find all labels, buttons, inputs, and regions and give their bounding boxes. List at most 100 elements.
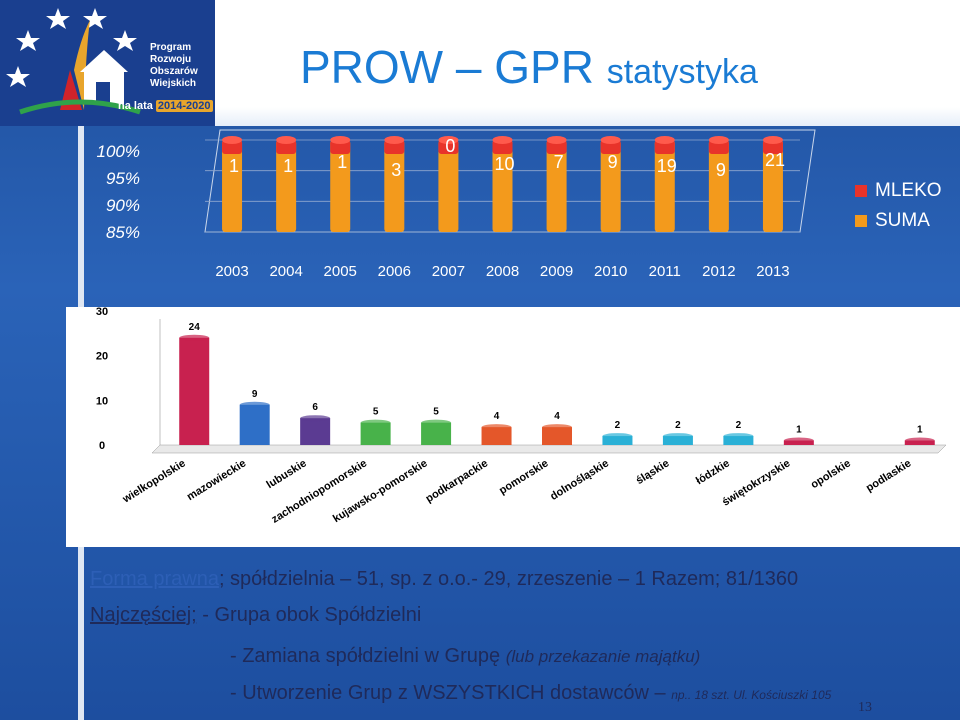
chart1-bar-suma — [384, 140, 405, 232]
chart2-bar — [602, 436, 633, 445]
chart2-data-label: 4 — [554, 411, 560, 422]
chart1-xtick: 2008 — [486, 263, 519, 280]
chart1-xtick: 2004 — [269, 263, 302, 280]
chart1-bar-mleko — [330, 140, 351, 154]
chart1-bar-suma — [492, 140, 513, 232]
chart2-bar — [360, 422, 391, 445]
chart2-ytick: 10 — [96, 395, 108, 407]
chart1-xtick: 2011 — [649, 263, 681, 280]
chart1-xtick: 2003 — [215, 263, 248, 280]
chart1-bar-top — [384, 136, 405, 144]
chart1-ytick: 90% — [106, 196, 140, 215]
chart1-bar-top — [222, 136, 243, 144]
chart2-bar — [662, 436, 693, 445]
chart1-bar-top — [492, 136, 513, 144]
chart2-bar-top — [542, 424, 572, 431]
chart1-bar-suma — [762, 140, 783, 232]
chart2-bar-top — [904, 437, 935, 444]
chart1-bar-suma — [600, 140, 621, 232]
chart2-bar — [723, 436, 754, 445]
footer-line-1: Forma prawna; spółdzielnia – 51, sp. z o… — [90, 568, 799, 590]
chart2-bar — [239, 404, 270, 445]
chart1-bar-mleko — [276, 140, 297, 154]
chart1-xtick: 2005 — [324, 263, 357, 280]
chart2-data-label: 2 — [675, 420, 681, 431]
chart2-floor — [151, 444, 947, 454]
chart1-data-label: 9 — [608, 152, 618, 172]
chart1-bar-suma — [708, 140, 729, 232]
logo-years: na lata 2014-2020 — [118, 100, 213, 112]
chart2-bar-top — [239, 401, 270, 408]
chart1-xtick: 2013 — [756, 263, 789, 280]
chart1-bar-mleko — [762, 140, 783, 154]
chart2-bar — [542, 427, 572, 445]
chart1-data-label: 1 — [337, 152, 347, 172]
chart2-xtick: mazowieckie — [185, 457, 248, 503]
chart2-bar-top — [421, 419, 452, 426]
chart1-xtick: 2007 — [432, 263, 465, 280]
chart1-bar-suma — [222, 140, 243, 232]
chart2-bar-top — [360, 419, 391, 426]
chart2-xtick: podkarpackie — [424, 457, 491, 505]
chart2-bar-top — [300, 415, 331, 422]
chart2-ytick: 30 — [96, 307, 108, 318]
chart-regions: 010203024wielkopolskie9mazowieckie6lubus… — [96, 306, 947, 526]
chart1-data-label: 21 — [765, 150, 785, 170]
chart2-bar — [421, 422, 452, 445]
chart1-ytick: 100% — [97, 142, 140, 161]
chart1-ytick: 85% — [106, 223, 140, 242]
chart-panel: 0 10 20 30 24 wielkopolskie 9 mazowieckie 6 lubus… — [66, 306, 960, 547]
prow-logo: Program Rozwoju Obszarów Wiejskich na la… — [0, 0, 215, 126]
chart2-data-label: 24 — [189, 322, 201, 333]
chart2-data-label: 9 — [252, 389, 258, 400]
chart1-bar-mleko — [384, 140, 405, 154]
chart2-bar — [481, 427, 512, 445]
chart1-bar-top — [762, 136, 783, 144]
chart2-bar-top — [662, 433, 693, 440]
chart1-xtick: 2010 — [594, 263, 627, 280]
chart2-bar-top — [481, 424, 512, 431]
chart1-bar-mleko — [546, 140, 567, 154]
footer-line-3: - Zamiana spółdzielni w Grupę (lub przek… — [230, 645, 701, 667]
chart1-bar-suma — [546, 140, 567, 232]
chart2-bar-top — [723, 433, 754, 440]
chart2-data-label: 2 — [736, 420, 742, 431]
chart2-xtick: opolskie — [809, 457, 853, 491]
legend-swatch-suma — [855, 215, 867, 227]
chart2-bar — [300, 418, 331, 445]
chart1-data-label: 0 — [445, 136, 455, 156]
chart1-xtick: 2006 — [378, 263, 411, 280]
chart2-data-label: 6 — [312, 402, 318, 413]
chart2-xtick: śląskie — [634, 457, 671, 487]
chart1-data-label: 10 — [494, 154, 514, 174]
legend-swatch-mleko — [855, 185, 867, 197]
chart-milk-share: 100% 95% 90% 85% 2003 1 2004 1 2005 1 2006 3 2007 0 20… — [97, 129, 816, 280]
chart2-bar-top — [179, 334, 210, 341]
chart2-data-label: 5 — [433, 407, 439, 418]
legend-item-suma: SUMA — [855, 210, 942, 232]
chart2-data-label: 1 — [917, 425, 923, 436]
chart2-data-label: 4 — [494, 411, 500, 422]
chart2-ytick: 20 — [96, 351, 108, 363]
chart1-data-label: 3 — [391, 160, 401, 180]
chart1-bar-suma — [438, 140, 459, 232]
logo-text: Program Rozwoju Obszarów Wiejskich — [150, 42, 198, 89]
chart2-xtick: łódzkie — [694, 457, 732, 487]
chart1-data-label: 19 — [657, 156, 677, 176]
page-number: 13 — [858, 700, 872, 715]
chart2-bar — [179, 337, 210, 445]
chart2-data-label: 2 — [615, 420, 621, 431]
chart1-bar-top — [330, 136, 351, 144]
chart1-data-label: 7 — [554, 152, 564, 172]
chart1-xtick: 2012 — [702, 263, 735, 280]
chart2-xtick: świętokrzyskie — [720, 457, 792, 508]
chart1-data-label: 9 — [716, 160, 726, 180]
chart2-data-label: 1 — [796, 425, 802, 436]
chart1-bar-mleko — [600, 140, 621, 154]
chart1-xtick: 2009 — [540, 263, 573, 280]
chart1-bar-mleko — [654, 140, 675, 154]
chart1-bar-top — [276, 136, 297, 144]
footer-line-2: Najczęściej; - Grupa obok Spółdzielni — [90, 604, 422, 626]
chart1-bar-mleko — [222, 140, 243, 154]
chart1-data-label: 1 — [229, 156, 239, 176]
